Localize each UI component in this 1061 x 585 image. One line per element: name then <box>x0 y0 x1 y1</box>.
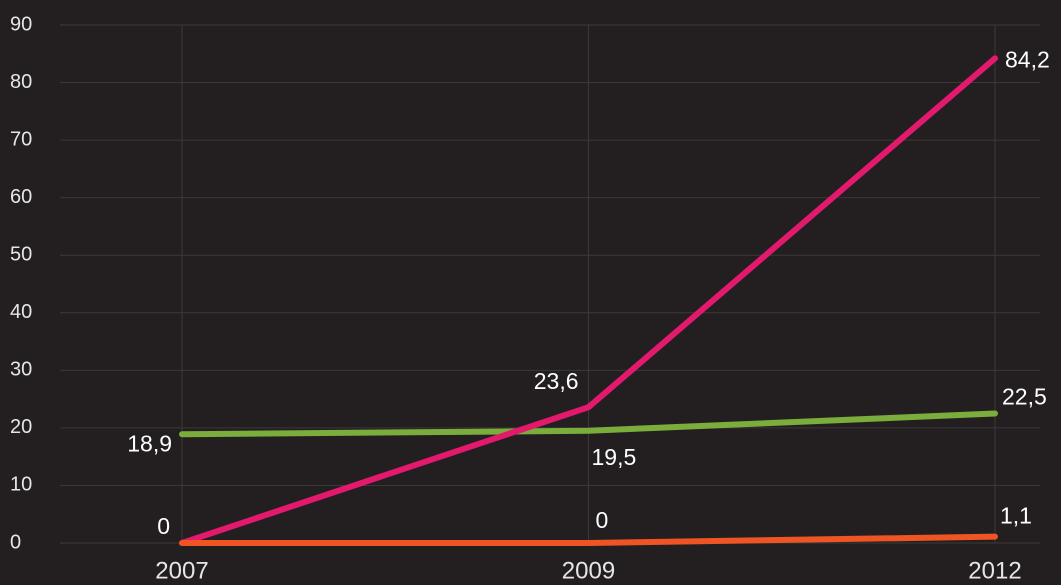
x-tick-label: 2009 <box>562 557 615 584</box>
data-label: 84,2 <box>1005 46 1050 72</box>
y-tick-label: 50 <box>10 244 32 266</box>
data-label: 19,5 <box>592 444 637 470</box>
line-series <box>179 410 998 438</box>
data-label: 1,1 <box>1000 503 1032 529</box>
y-tick-label: 80 <box>10 71 32 93</box>
data-label: 0 <box>157 513 170 539</box>
data-label: 23,6 <box>534 368 579 394</box>
x-tick-label: 2012 <box>968 557 1021 584</box>
y-tick-label: 60 <box>10 186 32 208</box>
y-tick-label: 70 <box>10 128 32 150</box>
x-tick-label: 2007 <box>155 557 208 584</box>
y-tick-label: 40 <box>10 301 32 323</box>
line-series <box>179 55 998 546</box>
y-tick-label: 30 <box>10 359 32 381</box>
y-tick-label: 20 <box>10 416 32 438</box>
line-series <box>179 533 998 546</box>
y-tick-label: 0 <box>10 531 21 553</box>
y-tick-label: 90 <box>10 13 32 35</box>
data-label: 22,5 <box>1002 384 1047 410</box>
y-tick-label: 10 <box>10 474 32 496</box>
data-label: 18,9 <box>127 430 172 456</box>
data-label: 0 <box>596 507 609 533</box>
